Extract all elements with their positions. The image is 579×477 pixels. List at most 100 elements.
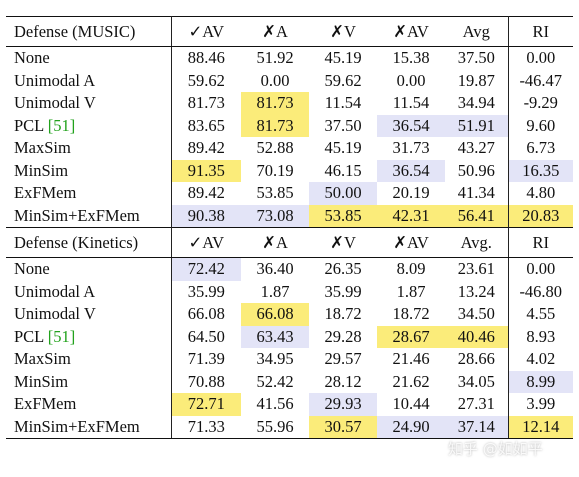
method-name: PCL [14, 115, 48, 135]
column-header: ✓AV [171, 16, 241, 47]
table-cell: 72.71 [171, 393, 241, 416]
table-cell: 27.31 [445, 393, 509, 416]
table-cell: 18.72 [392, 304, 430, 324]
table-cell: 37.50 [324, 115, 362, 135]
row-label: Unimodal A [6, 280, 172, 303]
table-cell: 0.00 [260, 70, 290, 90]
table-cell: 20.83 [508, 204, 573, 228]
method-name: ExFMem [14, 183, 77, 203]
table-cell: 35.99 [187, 281, 225, 301]
table-cell: 1.87 [260, 281, 290, 301]
column-header: ✗A [241, 227, 309, 258]
table-cell: 64.50 [187, 326, 225, 346]
table-cell: 41.34 [445, 182, 509, 205]
row-label: MaxSim [6, 137, 172, 160]
table-cell: 3.99 [526, 394, 556, 414]
section-title: Defense (Kinetics) [6, 227, 172, 258]
table-cell: 19.87 [445, 69, 509, 92]
table-cell: 28.67 [377, 325, 445, 348]
table-cell: 8.93 [526, 326, 556, 346]
table-cell: 34.50 [445, 303, 509, 326]
row-label: MaxSim [6, 348, 172, 371]
table-cell: 36.54 [377, 159, 445, 182]
results-table-container: Defense (MUSIC) ✓AV ✗A ✗V ✗AV Avg RI None 88.46 5… [6, 16, 573, 439]
row-label: ExFMem [6, 182, 172, 205]
table-cell: 71.39 [187, 349, 225, 369]
table-cell: 52.42 [256, 371, 294, 391]
table-cell: 81.73 [241, 92, 309, 115]
table-cell: 52.88 [256, 138, 294, 158]
header-row: Defense (Kinetics) ✓AV ✗A ✗V ✗AV Avg. RI [6, 227, 573, 258]
table-cell: 59.62 [187, 70, 225, 90]
column-header: Avg. [445, 227, 509, 258]
row-label: Unimodal V [6, 303, 172, 326]
table-cell: -46.80 [519, 281, 563, 301]
table-cell: 51.92 [256, 48, 294, 68]
table-cell: 9.60 [526, 115, 556, 135]
table-cell: 51.91 [445, 114, 509, 137]
table-cell: 29.57 [324, 349, 362, 369]
table-row: MaxSim 89.42 52.88 45.19 31.73 43.27 6.73 [6, 137, 573, 160]
column-header: RI [508, 227, 573, 258]
table-cell: 28.12 [324, 371, 362, 391]
table-cell: 50.96 [445, 159, 509, 182]
column-header: ✗AV [377, 16, 445, 47]
table-cell: 36.54 [377, 114, 445, 137]
table-row: None 72.42 36.40 26.35 8.09 23.61 0.00 [6, 257, 573, 281]
table-cell: 6.73 [526, 138, 556, 158]
table-cell: 89.42 [187, 183, 225, 203]
header-row: Defense (MUSIC) ✓AV ✗A ✗V ✗AV Avg RI [6, 16, 573, 47]
table-cell: 11.54 [324, 93, 362, 113]
column-header: ✗AV [377, 227, 445, 258]
method-name: MinSim [14, 371, 69, 391]
table-cell: 71.33 [171, 415, 241, 439]
section-title: Defense (MUSIC) [6, 16, 172, 47]
method-name: PCL [14, 326, 48, 346]
table-cell: 91.35 [171, 159, 241, 182]
table-cell: 16.35 [508, 159, 573, 182]
table-cell: 56.41 [445, 204, 509, 228]
column-header: ✗V [309, 16, 377, 47]
row-label: MinSim+ExFMem [6, 204, 172, 228]
method-name: MinSim+ExFMem [14, 205, 140, 225]
citation-link[interactable]: [51] [47, 115, 76, 135]
table-cell: 34.05 [445, 370, 509, 393]
table-cell: 0.00 [526, 259, 556, 279]
table-cell: 12.14 [508, 415, 573, 439]
column-header: Avg [445, 16, 509, 47]
table-cell: 83.65 [187, 115, 225, 135]
row-label: Unimodal A [6, 69, 172, 92]
table-cell: 37.50 [445, 46, 509, 70]
table-cell: 29.28 [324, 326, 362, 346]
table-cell: 73.08 [241, 204, 309, 228]
table-cell: 37.14 [445, 415, 509, 439]
table-row: MinSim+ExFMem 90.38 73.08 53.85 42.31 56.41 20… [6, 204, 573, 228]
table-cell: 59.62 [324, 70, 362, 90]
row-label: ExFMem [6, 393, 172, 416]
table-row: PCL [51] 64.50 63.43 29.28 28.67 40.46 8.93 [6, 325, 573, 348]
column-header: ✓AV [171, 227, 241, 258]
table-cell: 70.19 [256, 160, 294, 180]
method-name: None [14, 259, 50, 279]
row-label: MinSim+ExFMem [6, 415, 172, 439]
table-row: MinSim+ExFMem 71.33 55.96 30.57 24.90 37.14 12… [6, 415, 573, 439]
table-cell: 24.90 [377, 415, 445, 439]
row-label: MinSim [6, 370, 172, 393]
table-row: Unimodal V 66.08 66.08 18.72 18.72 34.50 4.55 [6, 303, 573, 326]
table-cell: 4.02 [526, 349, 556, 369]
citation-link[interactable]: [51] [47, 326, 76, 346]
table-cell: 40.46 [445, 325, 509, 348]
table-cell: 41.56 [256, 394, 294, 414]
row-label: MinSim [6, 159, 172, 182]
table-cell: 43.27 [445, 137, 509, 160]
row-label: Unimodal V [6, 92, 172, 115]
table-cell: 0.00 [396, 70, 426, 90]
table-cell: 13.24 [445, 280, 509, 303]
table-cell: 90.38 [171, 204, 241, 228]
table-cell: 63.43 [241, 325, 309, 348]
row-label: PCL [51] [6, 325, 172, 348]
row-label: None [6, 257, 172, 281]
method-name: MinSim+ExFMem [14, 416, 140, 436]
row-label: PCL [51] [6, 114, 172, 137]
method-name: MinSim [14, 160, 69, 180]
